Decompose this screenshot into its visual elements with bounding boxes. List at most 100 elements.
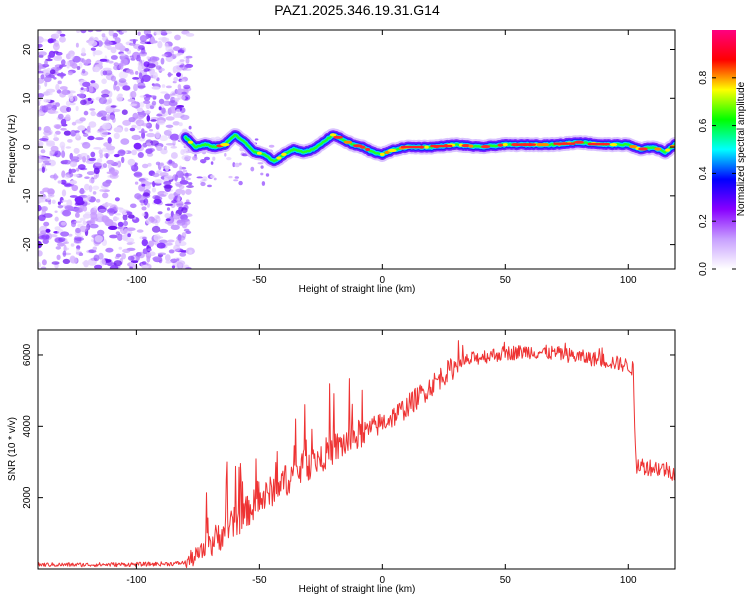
spectrogram-noise-cloud xyxy=(38,30,275,269)
noise-blob xyxy=(97,110,108,117)
noise-blob xyxy=(152,172,160,178)
noise-blob xyxy=(47,92,53,96)
noise-blob xyxy=(60,71,64,79)
noise-blob xyxy=(70,243,75,247)
ridge-hotspot xyxy=(384,150,390,154)
noise-blob xyxy=(120,138,130,145)
noise-blob xyxy=(108,60,114,64)
noise-blob xyxy=(178,122,183,127)
noise-blob xyxy=(103,89,109,92)
noise-blob xyxy=(95,211,103,217)
noise-blob xyxy=(63,241,69,244)
noise-blob xyxy=(72,55,81,63)
noise-blob xyxy=(161,54,168,57)
noise-blob xyxy=(173,213,180,220)
noise-blob xyxy=(80,99,87,106)
noise-blob xyxy=(79,117,86,122)
noise-blob xyxy=(232,162,236,168)
noise-blob xyxy=(169,106,178,114)
noise-blob xyxy=(38,261,42,268)
noise-blob xyxy=(75,251,80,255)
noise-blob xyxy=(74,220,82,224)
noise-blob xyxy=(165,260,172,264)
snr-x-tick-label: 0 xyxy=(380,575,386,586)
ridge-hotspot xyxy=(609,143,618,147)
noise-blob xyxy=(59,64,67,67)
noise-blob xyxy=(59,33,66,37)
noise-blob xyxy=(110,46,117,54)
noise-blob xyxy=(170,224,180,230)
noise-blob xyxy=(157,40,163,49)
noise-blob xyxy=(66,61,71,69)
noise-blob xyxy=(93,66,100,73)
colorbar-tick-label: 0.6 xyxy=(698,118,709,132)
noise-blob xyxy=(171,265,176,269)
ridge-hotspot xyxy=(424,145,429,149)
noise-blob xyxy=(89,223,99,229)
ridge-hotspot xyxy=(638,147,648,151)
noise-blob xyxy=(154,236,164,239)
noise-blob xyxy=(107,137,112,144)
noise-blob xyxy=(106,145,116,151)
ridge-hotspot xyxy=(359,145,366,149)
noise-blob xyxy=(84,183,90,191)
noise-blob xyxy=(139,35,147,42)
noise-blob xyxy=(89,108,96,111)
noise-blob xyxy=(130,260,139,264)
noise-blob xyxy=(66,199,73,207)
noise-blob xyxy=(164,213,171,219)
noise-blob xyxy=(213,177,217,181)
noise-blob xyxy=(87,30,94,33)
noise-blob xyxy=(75,227,81,234)
noise-blob xyxy=(139,101,145,108)
noise-blob xyxy=(57,205,64,209)
noise-blob xyxy=(185,188,192,195)
noise-blob xyxy=(150,36,155,45)
noise-blob xyxy=(76,30,81,33)
noise-blob xyxy=(159,135,168,142)
snr-panel: -100 -50 0 50 100 2000 4000 6000 Height of str… xyxy=(7,329,676,595)
noise-blob xyxy=(163,184,173,189)
ridge-hotspot xyxy=(669,144,675,149)
noise-blob xyxy=(226,157,232,161)
noise-blob xyxy=(41,166,46,173)
noise-blob xyxy=(60,127,67,131)
noise-blob xyxy=(73,240,82,244)
noise-blob xyxy=(88,86,94,93)
noise-blob xyxy=(188,182,193,186)
noise-blob xyxy=(105,247,114,253)
ridge-hotspot xyxy=(468,144,474,148)
noise-blob xyxy=(165,116,175,121)
noise-blob xyxy=(151,187,157,193)
noise-blob xyxy=(147,162,152,167)
ridge-hotspot xyxy=(461,144,471,148)
noise-blob xyxy=(134,181,139,185)
noise-blob xyxy=(61,59,66,66)
noise-blob xyxy=(119,208,127,213)
noise-blob xyxy=(145,67,149,71)
figure-title: PAZ1.2025.346.19.31.G14 xyxy=(274,2,440,18)
spectrogram-y-tick-label: 20 xyxy=(22,44,33,56)
noise-blob xyxy=(181,91,187,95)
noise-blob xyxy=(170,152,178,159)
noise-blob xyxy=(45,103,53,111)
noise-blob xyxy=(125,237,135,243)
noise-blob xyxy=(99,152,103,159)
noise-blob xyxy=(140,40,148,45)
noise-blob xyxy=(75,132,80,139)
noise-blob xyxy=(88,40,98,47)
noise-blob xyxy=(38,93,45,98)
noise-blob xyxy=(177,84,182,90)
ridge-hotspot xyxy=(187,140,194,144)
noise-blob xyxy=(79,225,88,233)
noise-blob xyxy=(57,180,62,184)
noise-blob xyxy=(116,94,123,102)
noise-blob xyxy=(265,173,270,177)
noise-blob xyxy=(147,248,152,252)
noise-blob xyxy=(129,262,134,267)
noise-blob xyxy=(38,43,43,48)
snr-y-label: SNR (10 * v/v) xyxy=(7,417,18,481)
noise-blob xyxy=(82,261,88,265)
noise-blob xyxy=(38,250,43,257)
noise-blob xyxy=(185,55,193,59)
